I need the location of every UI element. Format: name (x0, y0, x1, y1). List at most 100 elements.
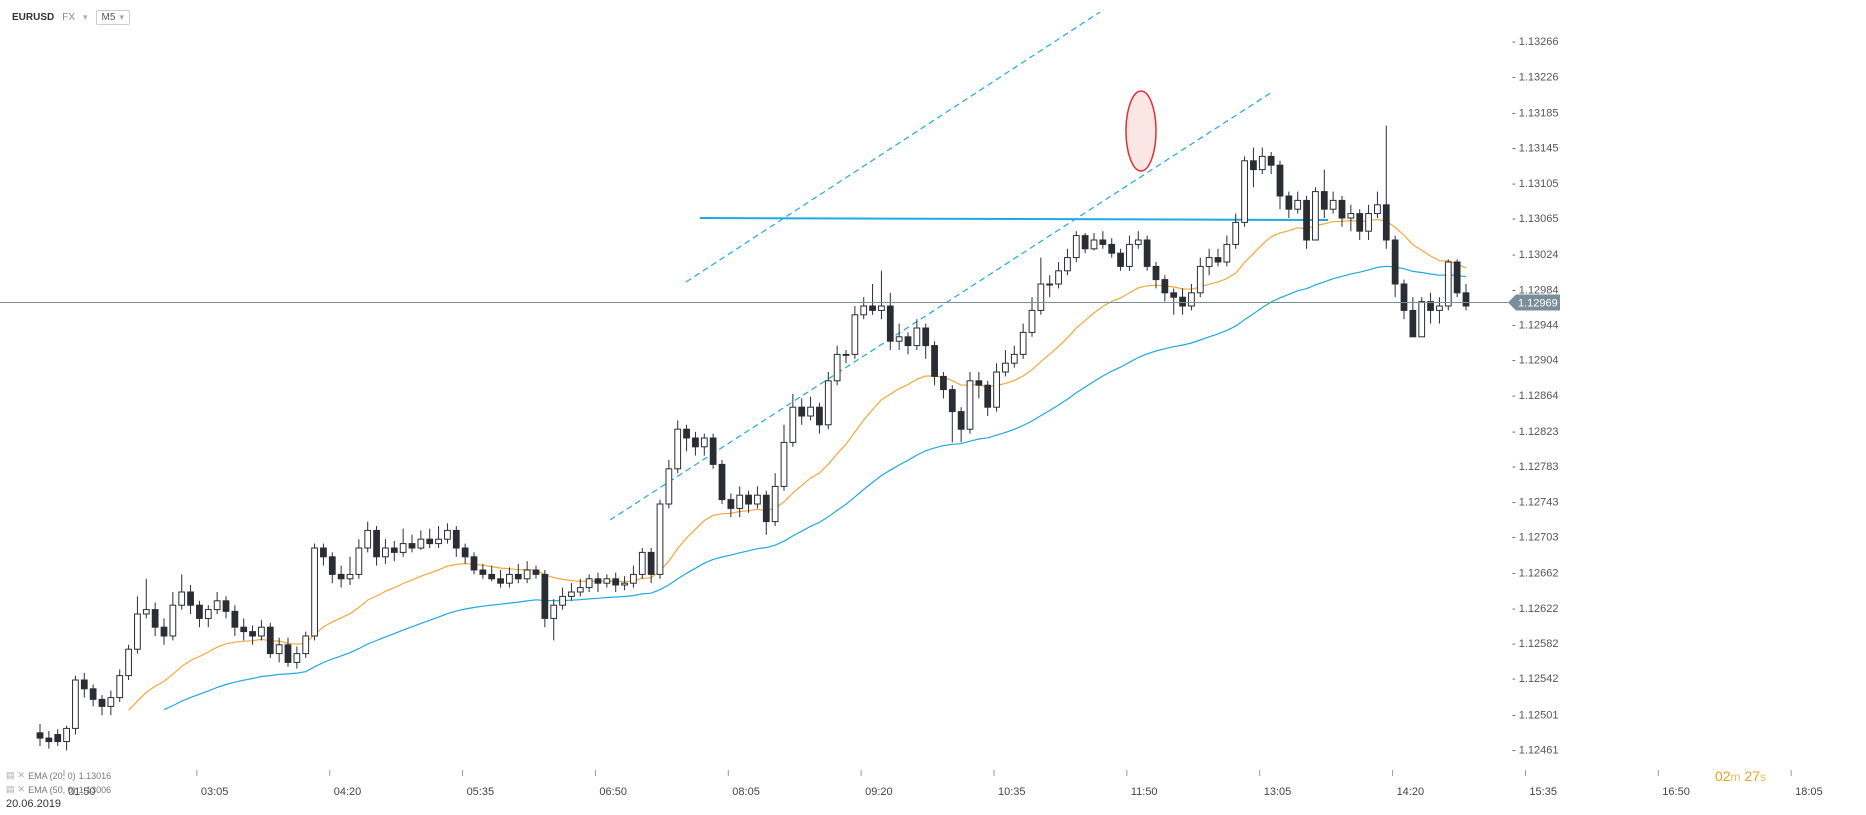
candle (1055, 262, 1062, 289)
candle-body (789, 406, 797, 443)
candle (1161, 275, 1169, 302)
settings-icon[interactable]: ▤ (6, 770, 15, 780)
y-tick-label: - 1.12864 (1512, 390, 1558, 402)
candle (390, 540, 398, 562)
candle (1179, 288, 1186, 315)
candle (1427, 292, 1434, 324)
candle (240, 618, 248, 641)
candle-body (1010, 353, 1018, 364)
market-label[interactable]: FX (62, 12, 76, 23)
candle (771, 473, 779, 526)
candle-body (612, 578, 620, 586)
candle (1250, 147, 1257, 188)
candle-body (1418, 301, 1426, 338)
candle (1205, 248, 1213, 276)
candle-body (63, 727, 70, 743)
settings-icon[interactable]: ▤ (6, 784, 15, 794)
candle (940, 372, 947, 399)
candle (754, 486, 761, 509)
candle (302, 631, 310, 658)
candle (789, 394, 797, 447)
legend-value: 1.13006 (78, 784, 112, 795)
candle-body (541, 573, 549, 619)
candle-body (408, 543, 416, 549)
candle-body (621, 582, 628, 586)
y-tick-label: - 1.13266 (1512, 36, 1558, 48)
candle (692, 431, 699, 456)
candle (1365, 204, 1372, 240)
candle-body (674, 428, 682, 470)
candle-body (745, 494, 752, 505)
candle-body (692, 437, 699, 448)
candle-body (931, 345, 938, 377)
candle (975, 372, 983, 399)
chevron-down-icon[interactable]: ▾ (83, 12, 88, 22)
candle-body (497, 578, 504, 584)
candle-body (603, 578, 611, 584)
candle (1241, 156, 1248, 227)
chart-header: EURUSD FX ▾ M5 ▾ (12, 10, 130, 25)
candle-body (328, 556, 336, 575)
candle-body (1090, 239, 1098, 250)
candle-body (178, 591, 186, 606)
candle-body (1276, 164, 1284, 197)
legend-ema20: ▤ ✕ EMA (20, 0) 1.13016 (6, 770, 111, 781)
candle (514, 563, 522, 584)
candle (665, 460, 673, 509)
candle-body (337, 573, 345, 580)
candle-body (249, 631, 256, 637)
candle (1064, 248, 1071, 276)
candle-body (399, 543, 407, 553)
candle (1002, 350, 1009, 377)
candle (638, 548, 646, 579)
candle (160, 618, 168, 645)
candle-body (1046, 283, 1054, 286)
candle-body (1170, 292, 1178, 298)
candle-body (1002, 362, 1009, 373)
candle-body (1055, 270, 1062, 285)
legend-label: EMA (20, 0) (28, 770, 76, 781)
candle (444, 523, 451, 544)
candle (683, 424, 690, 452)
candle-body (824, 380, 832, 426)
candle (550, 599, 558, 641)
candles (36, 125, 1470, 751)
candle (488, 565, 496, 582)
candle (860, 297, 868, 320)
candle (204, 605, 212, 628)
candle (72, 675, 79, 735)
candle (1347, 204, 1355, 232)
candle (1276, 160, 1284, 210)
x-tick-label: 06:50 (599, 786, 627, 798)
candle (647, 548, 655, 584)
candle-body (1338, 199, 1346, 219)
candle-body (851, 314, 859, 355)
timeframe-label: M5 (101, 12, 116, 23)
candle (736, 486, 744, 518)
highlight-ellipse[interactable] (1125, 90, 1157, 172)
candle-body (89, 688, 97, 700)
candle (709, 433, 717, 469)
candle (222, 596, 230, 619)
y-tick-label: - 1.13226 (1512, 71, 1558, 83)
candle-body (160, 626, 168, 637)
candle (895, 323, 903, 350)
candle (957, 407, 965, 443)
trend-lines[interactable] (609, 11, 1329, 521)
candle (470, 552, 478, 575)
x-tick-label: 14:20 (1397, 786, 1425, 798)
candle (1382, 125, 1390, 249)
candle-body (568, 591, 575, 597)
candle-body (293, 653, 301, 663)
close-icon[interactable]: ✕ (17, 784, 26, 794)
x-tick-label: 09:20 (865, 786, 893, 798)
candle-body (966, 380, 974, 430)
horizontal-resistance-line (699, 217, 1329, 221)
symbol-label[interactable]: EURUSD (12, 12, 55, 23)
candle (275, 637, 283, 663)
candle-body (240, 626, 248, 633)
timeframe-select[interactable]: M5 ▾ (95, 10, 130, 25)
candle-body (204, 609, 212, 619)
close-icon[interactable]: ✕ (17, 770, 26, 780)
